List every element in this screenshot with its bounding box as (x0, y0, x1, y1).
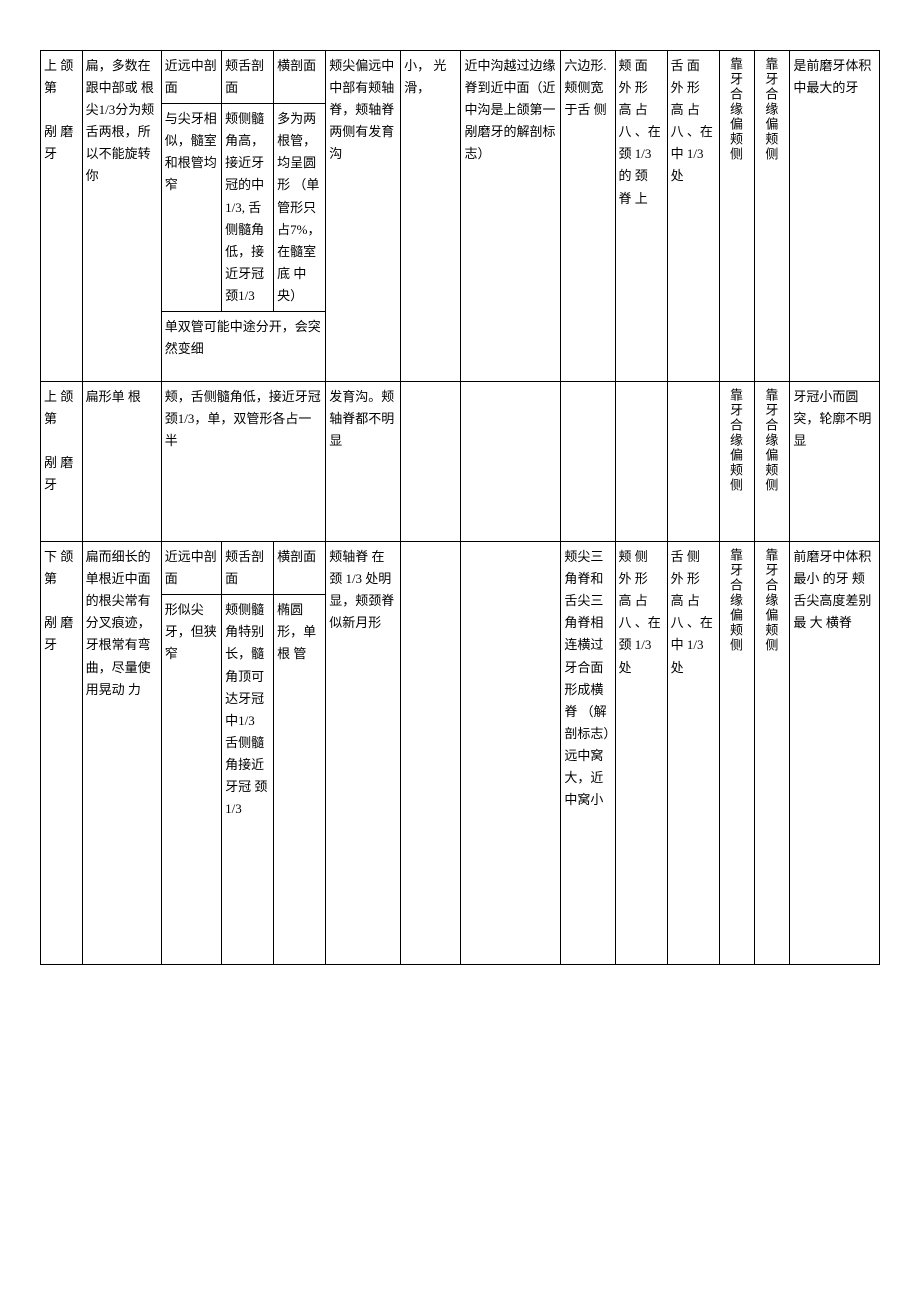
cell (461, 382, 561, 542)
cell: 与尖牙相似，髓室和根管均 窄 (161, 104, 221, 312)
dental-table: 上 颌 第 剐 磨 牙 扁，多数在跟中部或 根尖1/3分为颊舌两根，所以不能旋转… (40, 50, 880, 965)
cell: 颊尖偏远中 中部有颊轴脊，颊轴脊两侧有发育沟 (326, 51, 401, 382)
cell: 前磨牙中体积最小 的牙 颊舌尖高度差别最 大 横脊 (790, 542, 880, 965)
cell-vertical: 靠牙合缘偏颊侧 (719, 51, 754, 382)
cell (561, 382, 615, 542)
cell: 发育沟。颊轴脊都不明 显 (326, 382, 401, 542)
cell: 多为两根管，均呈圆形 （单管形只占7%，在髓室底 中央） (274, 104, 326, 312)
cell-tooth-name: 上 颌 第 剐 磨 牙 (41, 51, 83, 382)
cell: 椭圆形，单根 管 (274, 595, 326, 965)
cell (461, 542, 561, 965)
cell: 颊舌剖面 (222, 51, 274, 104)
cell-vertical: 靠牙合缘偏颊侧 (755, 51, 790, 382)
cell: 是前磨牙体积中最大的牙 (790, 51, 880, 382)
table-row: 上 颌 第 剐 磨 牙 扁形单 根 颊，舌侧髓角低，接近牙冠颈1/3，单，双管形… (41, 382, 880, 542)
cell (667, 382, 719, 542)
cell: 颊 面 外 形 高 占 八 、在颈 1/3 的 颈 脊 上 (615, 51, 667, 382)
cell-vertical: 靠牙合缘偏颊侧 (755, 382, 790, 542)
table-row: 下 颌 第 剐 磨 牙 扁而细长的单根近中面的根尖常有分叉痕迹，牙根常有弯曲，尽… (41, 542, 880, 595)
cell: 横剖面 (274, 542, 326, 595)
cell-note: 单双管可能中途分开，会突然变细 (161, 312, 325, 382)
cell: 形似尖 牙，但狭窄 (161, 595, 221, 965)
cell (401, 542, 461, 965)
cell: 横剖面 (274, 51, 326, 104)
cell-vertical: 靠牙合缘偏颊侧 (755, 542, 790, 965)
cell: 扁形单 根 (82, 382, 161, 542)
cell: 近中沟越过边缘脊到近中面（近中沟是上颌第一剐磨牙的解剖标志） (461, 51, 561, 382)
cell: 六边形.颊侧宽于舌 侧 (561, 51, 615, 382)
cell: 颊，舌侧髓角低，接近牙冠颈1/3，单，双管形各占一半 (161, 382, 325, 542)
cell: 扁，多数在跟中部或 根尖1/3分为颊舌两根，所以不能旋转 你 (82, 51, 161, 382)
cell-tooth-name: 上 颌 第 剐 磨 牙 (41, 382, 83, 542)
cell-vertical: 靠牙合缘偏颊侧 (719, 542, 754, 965)
cell: 舌 面 外 形 高 占 八 、在 中 1/3 处 (667, 51, 719, 382)
cell: 颊 侧 外 形 高 占 八 、在 颈 1/3 处 (615, 542, 667, 965)
cell: 颊舌剖面 (222, 542, 274, 595)
cell-tooth-name: 下 颌 第 剐 磨 牙 (41, 542, 83, 965)
cell: 颊轴脊 在颈 1/3 处明显，颊颈脊似新月形 (326, 542, 401, 965)
table-row: 上 颌 第 剐 磨 牙 扁，多数在跟中部或 根尖1/3分为颊舌两根，所以不能旋转… (41, 51, 880, 104)
cell: 小， 光滑， (401, 51, 461, 382)
cell: 近远中剖 面 (161, 51, 221, 104)
document-page: 上 颌 第 剐 磨 牙 扁，多数在跟中部或 根尖1/3分为颊舌两根，所以不能旋转… (0, 0, 920, 1005)
cell (615, 382, 667, 542)
cell: 牙冠小而圆突，轮廓不明显 (790, 382, 880, 542)
cell (401, 382, 461, 542)
cell-vertical: 靠牙合缘偏颊侧 (719, 382, 754, 542)
cell: 近远中剖 面 (161, 542, 221, 595)
cell: 颊侧髓角特别长，髓角顶可达牙冠中1/3 舌侧髓角接近牙冠 颈1/3 (222, 595, 274, 965)
cell: 扁而细长的单根近中面的根尖常有分叉痕迹，牙根常有弯曲，尽量使用晃动 力 (82, 542, 161, 965)
cell: 颊尖三角脊和舌尖三角脊相连横过牙合面形成横脊 （解剖标志）远中窝大，近中窝小 (561, 542, 615, 965)
cell: 颊侧髓角高，接近牙冠的中1/3, 舌侧髓角低，接近牙冠 颈1/3 (222, 104, 274, 312)
cell: 舌 侧 外 形 高 占 八 、在 中 1/3 处 (667, 542, 719, 965)
